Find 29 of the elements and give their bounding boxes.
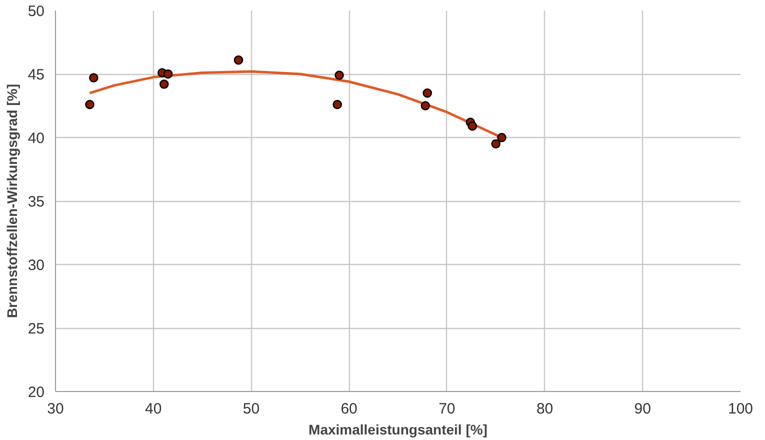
y-tick-label: 25 (28, 320, 45, 338)
x-tick-label: 30 (47, 400, 64, 418)
y-tick-label: 45 (28, 66, 45, 84)
x-tick-label: 100 (728, 400, 754, 418)
x-tick-label: 90 (634, 400, 651, 418)
point (85, 100, 94, 110)
point (420, 101, 430, 110)
point (422, 88, 432, 98)
point (159, 80, 169, 89)
point (334, 70, 344, 80)
point (497, 132, 506, 142)
y-tick-label: 35 (28, 194, 45, 210)
point (234, 55, 244, 65)
y-tick-label: 40 (28, 130, 45, 147)
y-tick-label: 30 (28, 257, 45, 274)
point (491, 139, 501, 148)
point (332, 100, 342, 110)
x-tick-label: 50 (242, 400, 260, 418)
point (468, 121, 478, 131)
x-tick-label: 80 (536, 400, 554, 418)
y-axis-title: Brennstoffzellen-Wirkungsgrad [%] (4, 84, 20, 318)
point (89, 73, 98, 82)
x-tick-label: 40 (145, 400, 162, 418)
y-tick-label: 20 (28, 384, 45, 401)
point (163, 69, 173, 79)
x-tick-label: 70 (438, 400, 456, 418)
x-axis-title: Maximalleistungsanteil [%] (308, 422, 488, 438)
y-tick-label: 50 (28, 3, 45, 20)
x-tick-label: 60 (340, 400, 358, 418)
